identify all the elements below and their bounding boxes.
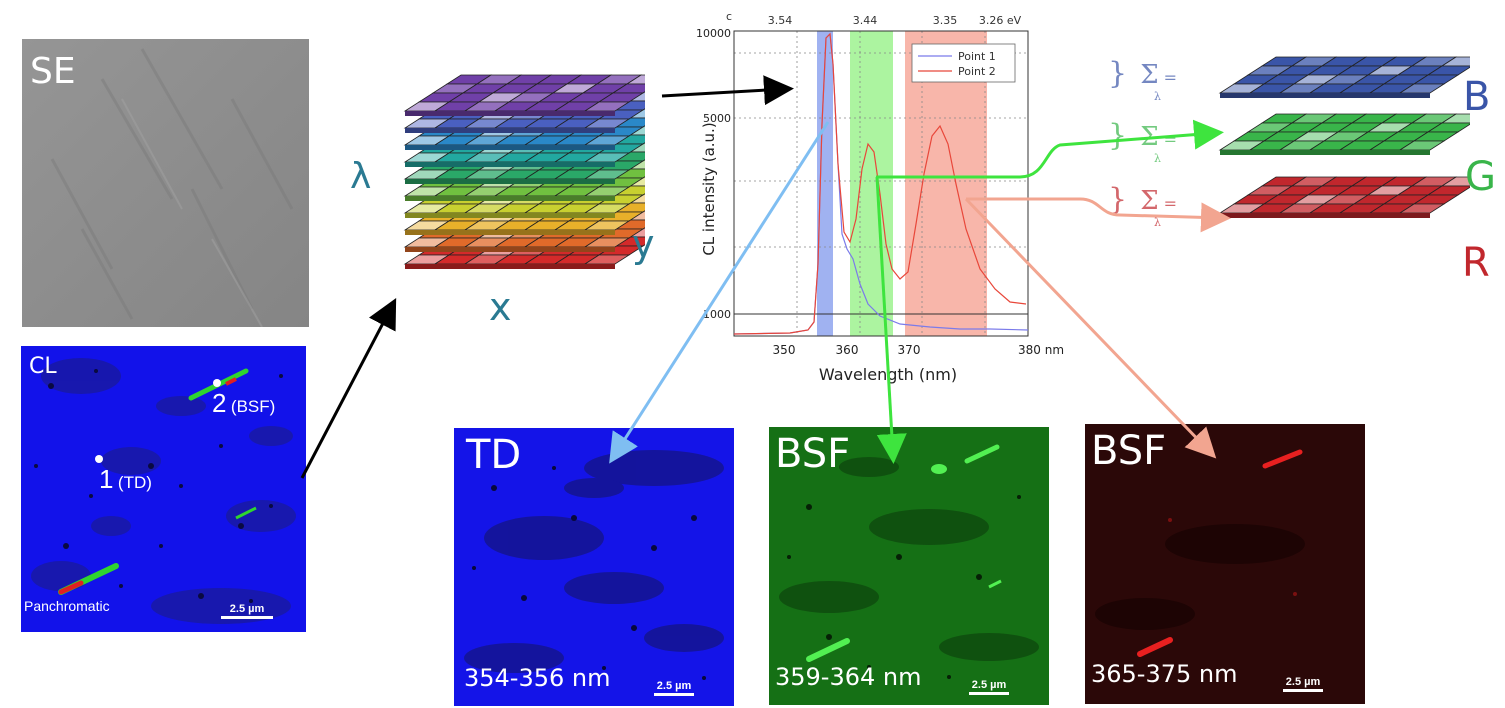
y-tick-1000: 1000	[703, 308, 731, 321]
point-1-marker	[95, 455, 103, 463]
panchromatic-label: Panchromatic	[24, 598, 110, 614]
map-bsf-red-range: 365-375 nm	[1091, 660, 1238, 688]
green-band	[850, 31, 893, 336]
x-tick-350: 350	[773, 343, 796, 357]
x-tick-380: 380 nm	[1018, 343, 1064, 357]
map-bsf-red-title: BSF	[1091, 428, 1167, 474]
channel-label-b: B	[1463, 74, 1491, 120]
y-tick-10000: 10000	[696, 27, 731, 40]
sum-red: } Σ = λ	[1108, 182, 1178, 229]
sum-green-sigma: Σ	[1140, 122, 1159, 152]
top-axis-tick-4: 3.26 eV	[979, 14, 1022, 27]
map-td-scale-label: 2.5 µm	[656, 680, 692, 692]
sum-blue: } Σ = λ	[1108, 56, 1178, 103]
top-axis-tick-2: 3.44	[853, 14, 878, 27]
y-axis-title: CL intensity (a.u.)	[700, 122, 718, 255]
x-tick-360: 360	[836, 343, 859, 357]
cl-panchromatic-image: CL 1 (TD) 2 (BSF) Panchromatic 2.5 µm	[21, 346, 306, 632]
cl-scale-label: 2.5 µm	[229, 603, 265, 615]
sum-red-sigma: Σ	[1140, 186, 1159, 216]
point-1-tag: (TD)	[117, 473, 152, 492]
sum-green-eq: =	[1163, 130, 1178, 149]
map-bsf-green-scale-label: 2.5 µm	[971, 679, 1007, 691]
x-tick-370: 370	[898, 343, 921, 357]
map-bsf-green-title: BSF	[775, 431, 851, 477]
cl-texture	[21, 346, 306, 632]
red-layer	[1218, 176, 1470, 218]
y-axis-label: y	[632, 222, 655, 266]
sum-red-eq: =	[1163, 194, 1178, 213]
cube-layer-10	[403, 74, 645, 116]
x-axis-title: Wavelength (nm)	[819, 365, 957, 384]
map-bsf-red-texture	[1085, 424, 1365, 704]
cl-spectrum-chart: c 3.54 3.44 3.35 3.26 eV Point 1 Point 2…	[690, 4, 1070, 389]
blue-layer	[1218, 56, 1470, 98]
cl-scale-bar: 2.5 µm	[221, 603, 273, 619]
map-bsf-red: BSF 365-375 nm 2.5 µm	[1085, 424, 1365, 704]
point-2-label: 2 (BSF)	[212, 388, 275, 419]
map-td-range: 354-356 nm	[464, 664, 611, 692]
legend-point-2: Point 2	[958, 65, 996, 78]
map-td: TD 354-356 nm 2.5 µm	[454, 428, 734, 706]
legend-point-1: Point 1	[958, 50, 996, 63]
rgb-layers	[1218, 56, 1470, 218]
lambda-axis-label: λ	[350, 156, 372, 197]
map-td-title: TD	[466, 432, 522, 478]
green-layer	[1218, 113, 1470, 155]
hyperspectral-cube	[403, 74, 645, 269]
sum-blue-eq: =	[1163, 68, 1178, 87]
cl-label: CL	[29, 354, 57, 379]
blue-band	[817, 31, 833, 336]
se-label: SE	[30, 51, 76, 92]
legend-box	[911, 43, 1016, 83]
sum-blue-sigma: Σ	[1140, 60, 1159, 90]
arrow-cl-to-cube	[300, 298, 397, 479]
x-axis-label: x	[489, 285, 512, 329]
point-1-number: 1	[99, 464, 114, 494]
map-bsf-green-texture	[769, 427, 1049, 705]
sum-blue-sub: λ	[1154, 90, 1161, 103]
point-2-marker	[213, 379, 221, 387]
point-2-tag: (BSF)	[230, 397, 276, 416]
point-1-label: 1 (TD)	[99, 464, 152, 495]
se-image: SE	[22, 39, 309, 327]
top-axis-c: c	[726, 10, 732, 23]
map-bsf-red-scale-bar: 2.5 µm	[1283, 676, 1323, 692]
top-axis-tick-1: 3.54	[768, 14, 793, 27]
channel-label-r: R	[1462, 240, 1490, 286]
sum-green: } Σ = λ	[1108, 118, 1178, 165]
map-bsf-green-scale-bar: 2.5 µm	[969, 679, 1009, 695]
map-bsf-red-scale-label: 2.5 µm	[1285, 676, 1321, 688]
map-bsf-green-range: 359-364 nm	[775, 663, 922, 691]
top-axis-tick-3: 3.35	[933, 14, 958, 27]
se-texture	[22, 39, 309, 327]
sum-red-sub: λ	[1154, 216, 1161, 229]
map-td-scale-bar: 2.5 µm	[654, 680, 694, 696]
channel-label-g: G	[1465, 154, 1496, 200]
point-2-number: 2	[212, 388, 227, 418]
sum-green-sub: λ	[1154, 152, 1161, 165]
map-bsf-green: BSF 359-364 nm 2.5 µm	[769, 427, 1049, 705]
